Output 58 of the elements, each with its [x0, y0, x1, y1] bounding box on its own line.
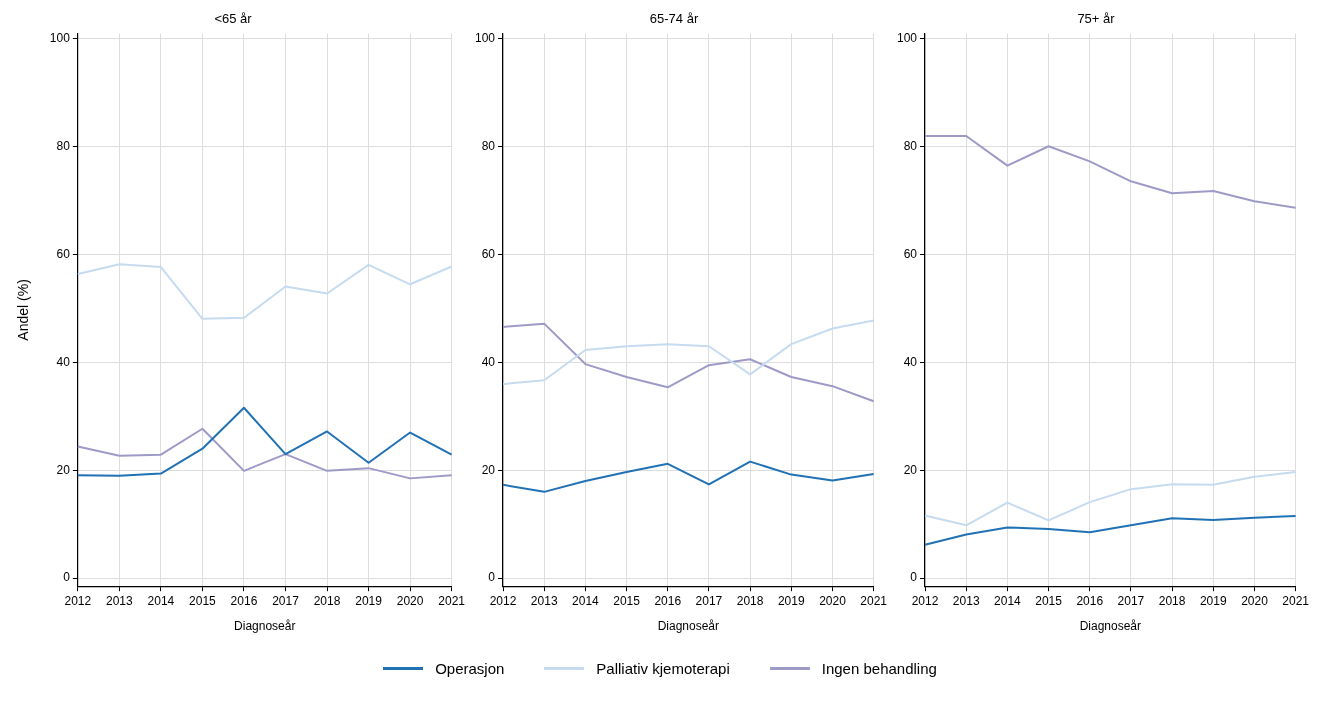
x-tick-label: 2015 [189, 593, 217, 608]
x-tick-label: 2017 [272, 593, 300, 608]
x-axis-title: Diagnoseår [657, 619, 720, 634]
x-tick-label: 2018 [1158, 593, 1186, 608]
x-tick-label: 2020 [1241, 593, 1269, 608]
y-tick-label: 60 [56, 246, 71, 261]
x-tick-label: 2019 [1199, 593, 1227, 608]
y-tick-label: 80 [903, 139, 918, 154]
x-tick-label: 2013 [106, 593, 134, 608]
y-tick-label: 100 [474, 31, 496, 46]
y-tick-label: 20 [481, 462, 496, 477]
y-tick-label: 0 [63, 570, 71, 585]
x-tick-label: 2014 [572, 593, 600, 608]
x-tick-label: 2017 [695, 593, 723, 608]
y-tick-label: 80 [481, 139, 496, 154]
x-tick-label: 2015 [613, 593, 641, 608]
x-tick-label: 2020 [396, 593, 424, 608]
y-tick-label: 40 [903, 354, 918, 369]
y-tick-label: 40 [481, 354, 496, 369]
x-tick-label: 2016 [654, 593, 682, 608]
y-tick-label: 20 [903, 462, 918, 477]
y-tick-label: 100 [896, 31, 918, 46]
x-tick-label: 2016 [1076, 593, 1104, 608]
x-tick-label: 2021 [438, 593, 466, 608]
x-tick-label: 2018 [313, 593, 341, 608]
y-tick-label: 80 [56, 139, 71, 154]
legend-label: Ingen behandling [821, 660, 937, 677]
x-tick-label: 2021 [860, 593, 888, 608]
x-tick-label: 2020 [819, 593, 847, 608]
y-tick-label: 0 [488, 570, 496, 585]
chart-title: 75+ år [1077, 11, 1116, 27]
x-axis-title: Diagnoseår [234, 619, 296, 634]
x-axis-title: Diagnoseår [1079, 619, 1142, 634]
y-tick-label: 0 [910, 570, 918, 585]
x-tick-label: 2016 [230, 593, 258, 608]
x-tick-label: 2012 [489, 593, 517, 608]
x-tick-label: 2019 [777, 593, 805, 608]
x-tick-label: 2013 [952, 593, 980, 608]
x-tick-label: 2018 [736, 593, 764, 608]
legend-label: Operasjon [435, 660, 505, 677]
x-tick-label: 2012 [64, 593, 92, 608]
x-tick-label: 2017 [1117, 593, 1145, 608]
x-tick-label: 2014 [147, 593, 175, 608]
y-tick-label: 100 [49, 31, 71, 46]
chart-title: 65-74 år [649, 11, 699, 27]
legend-label: Palliativ kjemoterapi [596, 660, 730, 677]
y-tick-label: 60 [903, 246, 918, 261]
y-tick-label: 40 [56, 354, 71, 369]
chart-title: <65 år [214, 11, 253, 27]
x-tick-label: 2015 [1035, 593, 1063, 608]
x-tick-label: 2021 [1282, 593, 1310, 608]
x-tick-label: 2019 [355, 593, 383, 608]
x-tick-label: 2013 [530, 593, 558, 608]
x-tick-label: 2012 [911, 593, 939, 608]
x-tick-label: 2014 [994, 593, 1022, 608]
y-tick-label: 60 [481, 246, 496, 261]
y-axis-title: Andel (%) [15, 279, 32, 341]
y-tick-label: 20 [56, 462, 71, 477]
